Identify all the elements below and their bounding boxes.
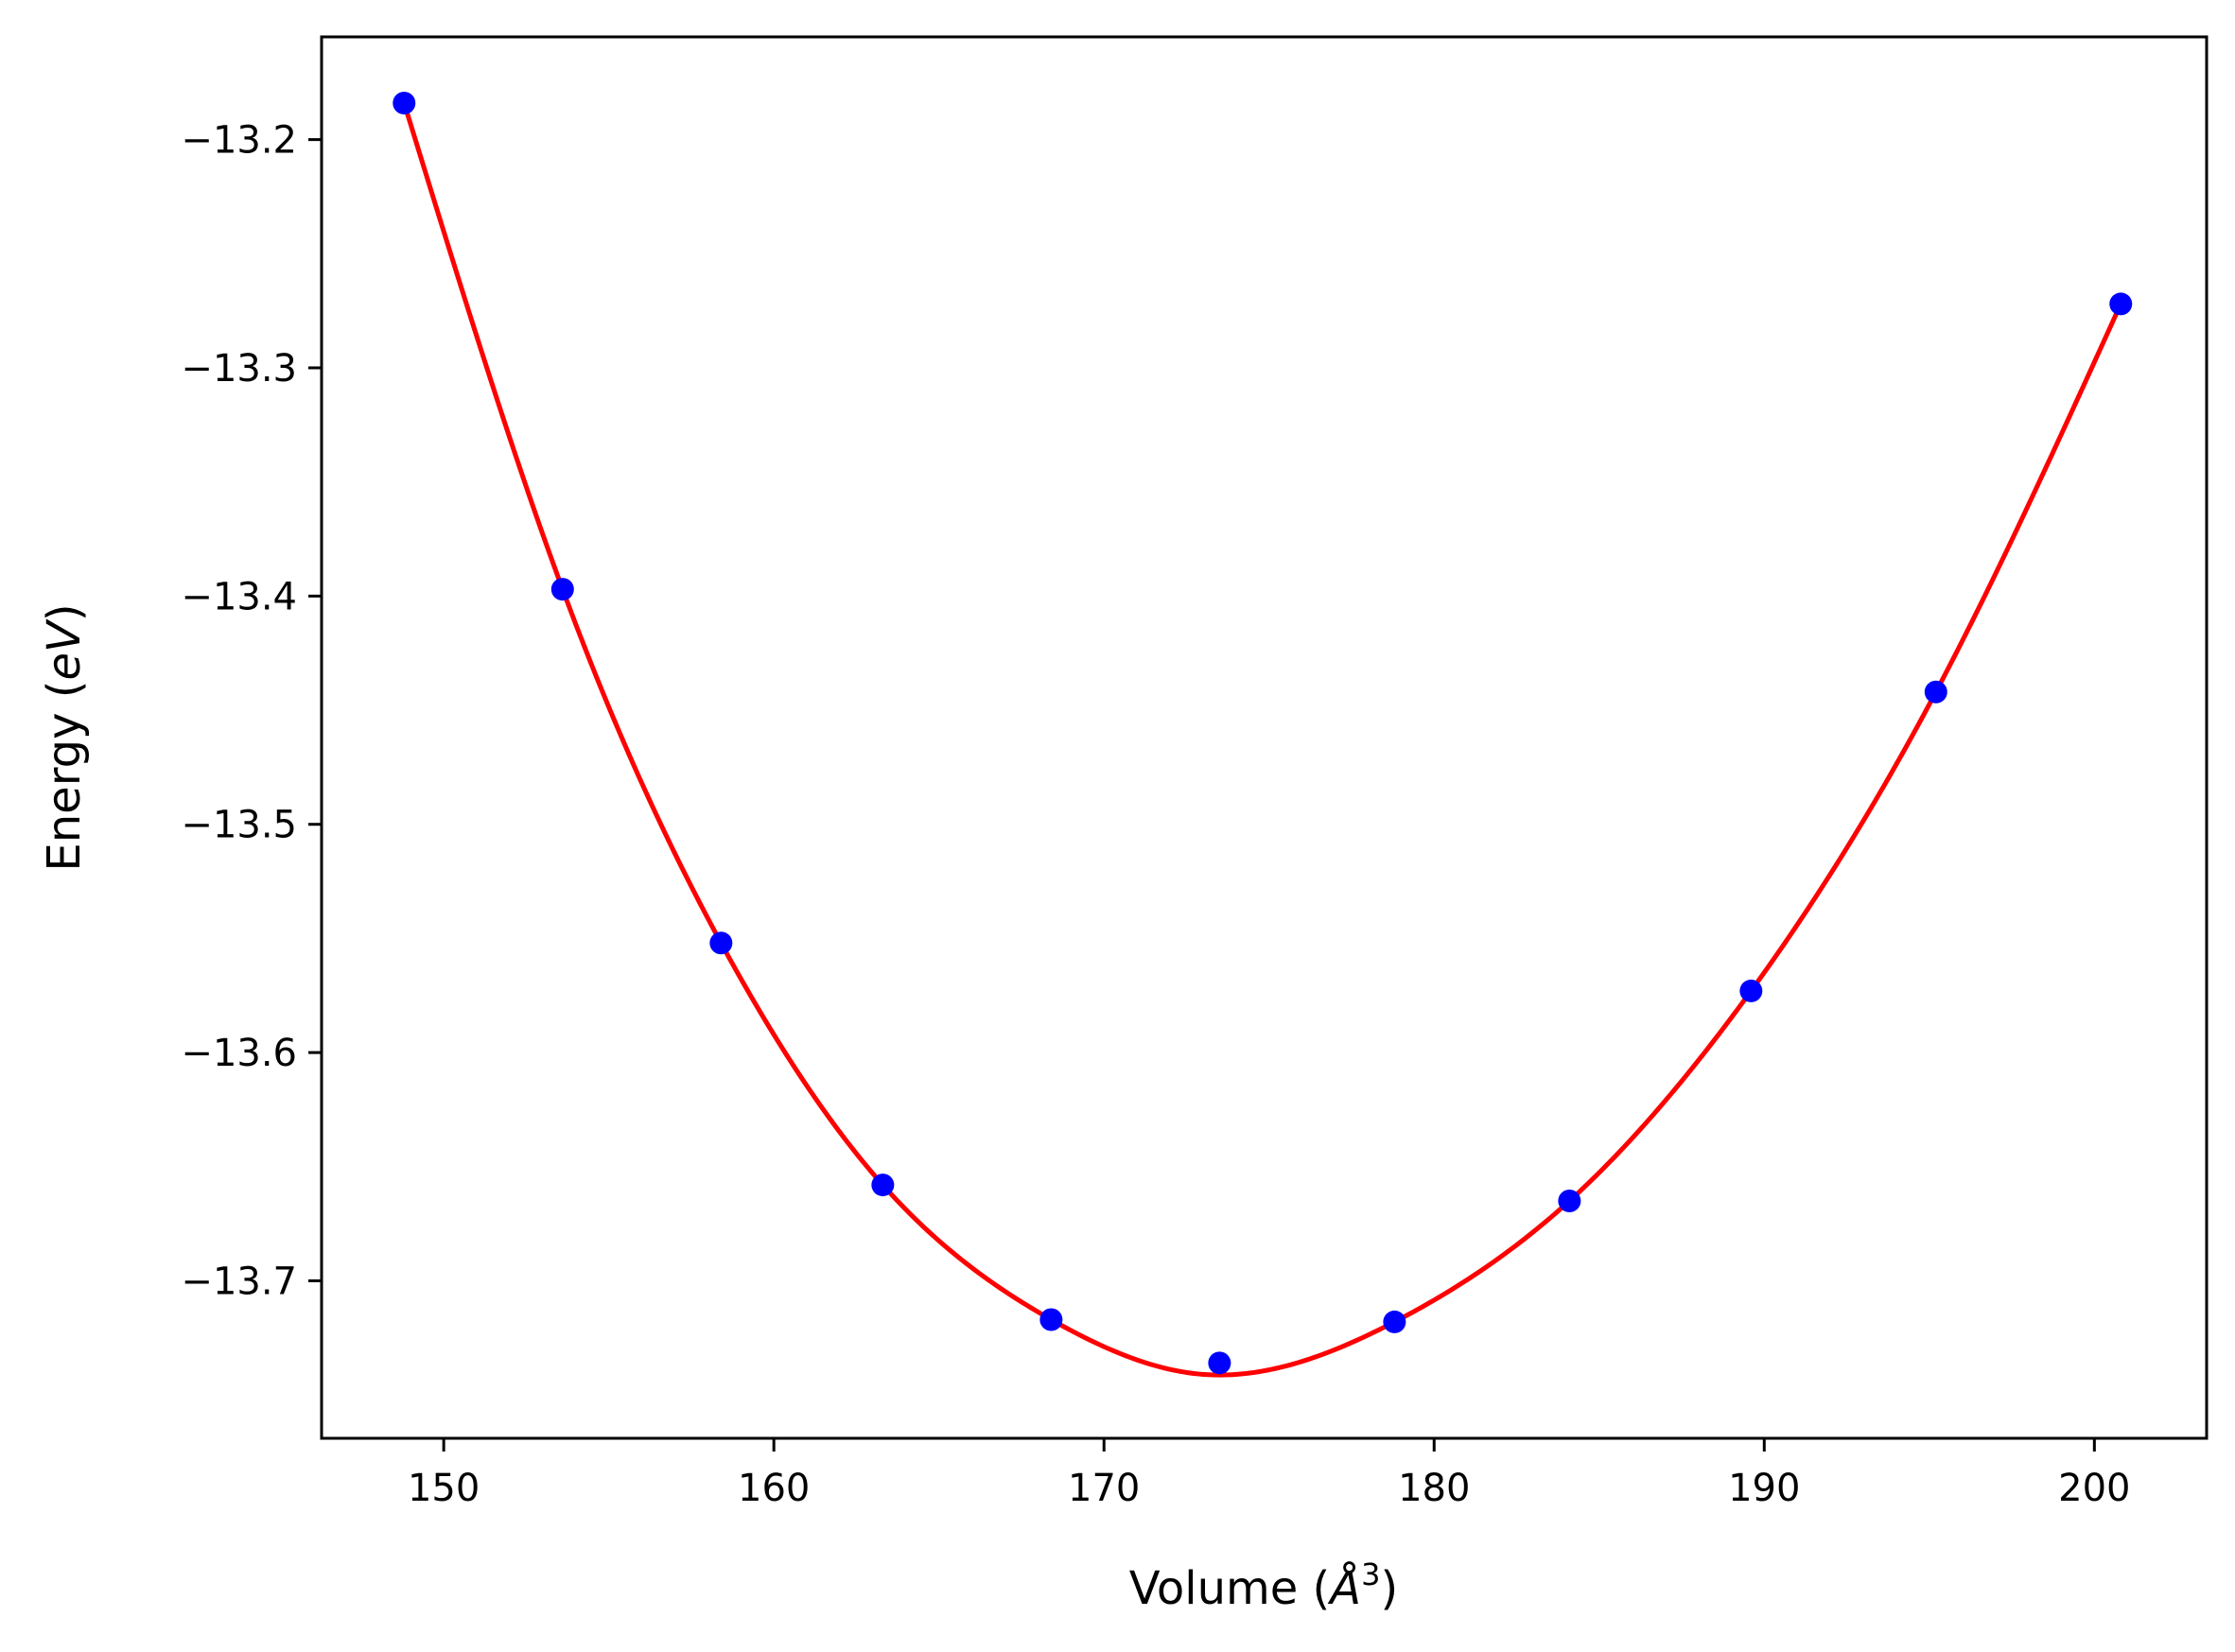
data-point — [393, 92, 416, 114]
data-point — [1739, 979, 1763, 1002]
x-tick-label: 170 — [1068, 1467, 1140, 1510]
x-axis-label-prefix: Volume ( — [1129, 1562, 1331, 1615]
y-tick-label: −13.4 — [181, 575, 297, 618]
data-point — [1924, 680, 1947, 704]
data-point — [550, 578, 574, 601]
plot-area — [393, 92, 2133, 1378]
data-point — [1208, 1351, 1231, 1375]
x-tick-label: 180 — [1398, 1467, 1470, 1510]
x-axis-label-unit: Å — [1327, 1561, 1361, 1615]
x-axis-ticks: 150 160 170 180 190 200 — [408, 1438, 2131, 1510]
plot-frame — [320, 35, 2209, 1440]
data-point — [871, 1174, 895, 1197]
x-axis-label-superscript: 3 — [1361, 1556, 1380, 1592]
data-point — [2109, 292, 2133, 316]
data-point — [1558, 1189, 1581, 1212]
x-tick-label: 160 — [738, 1467, 810, 1510]
x-tick-label: 190 — [1728, 1467, 1800, 1510]
x-tick-label: 150 — [408, 1467, 480, 1510]
data-point — [1383, 1310, 1406, 1333]
y-tick-label: −13.7 — [181, 1260, 297, 1303]
y-axis-label-suffix: ) — [38, 603, 91, 621]
y-tick-label: −13.3 — [181, 347, 297, 391]
y-axis-label-unit: eV — [38, 618, 91, 681]
y-tick-label: −13.5 — [181, 804, 297, 847]
y-axis-label-prefix: Energy ( — [38, 681, 91, 872]
x-axis-label: Volume (Å3) — [1129, 1556, 1398, 1615]
data-point — [709, 931, 733, 955]
x-tick-label: 200 — [2058, 1467, 2130, 1510]
data-point — [1039, 1308, 1063, 1331]
y-tick-label: −13.6 — [181, 1032, 297, 1075]
fit-curve — [401, 100, 2123, 1378]
y-tick-label: −13.2 — [181, 119, 297, 163]
x-axis-label-suffix: ) — [1380, 1562, 1398, 1615]
y-axis-ticks: −13.2 −13.3 −13.4 −13.5 −13.6 −13.7 — [181, 119, 322, 1303]
y-axis-label: Energy (eV) — [38, 603, 91, 871]
